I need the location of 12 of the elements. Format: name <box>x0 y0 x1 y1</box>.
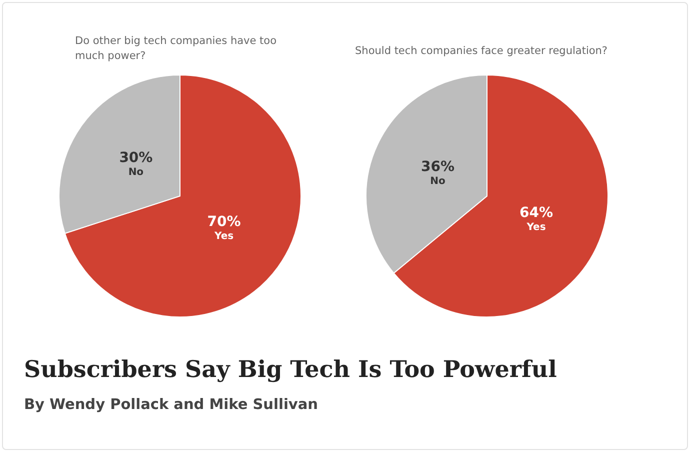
chart-title: Should tech companies face greater regulation? <box>355 44 609 59</box>
text: Subscribers Say Big Tech Is Too Powerful <box>24 356 557 383</box>
slice-label: No <box>430 176 446 187</box>
slice-label: Yes <box>526 222 546 234</box>
text: By Wendy Pollack and Mike Sullivan <box>24 397 319 413</box>
slice-label: No <box>128 166 144 178</box>
slice-label: Yes <box>214 231 234 242</box>
data-label: 36% <box>420 158 454 175</box>
data-label: 30% <box>119 150 153 166</box>
data-label: 64% <box>520 205 554 222</box>
chart-title: Do other big tech companies have too much power? <box>75 34 278 64</box>
data-label: 70% <box>207 214 241 230</box>
